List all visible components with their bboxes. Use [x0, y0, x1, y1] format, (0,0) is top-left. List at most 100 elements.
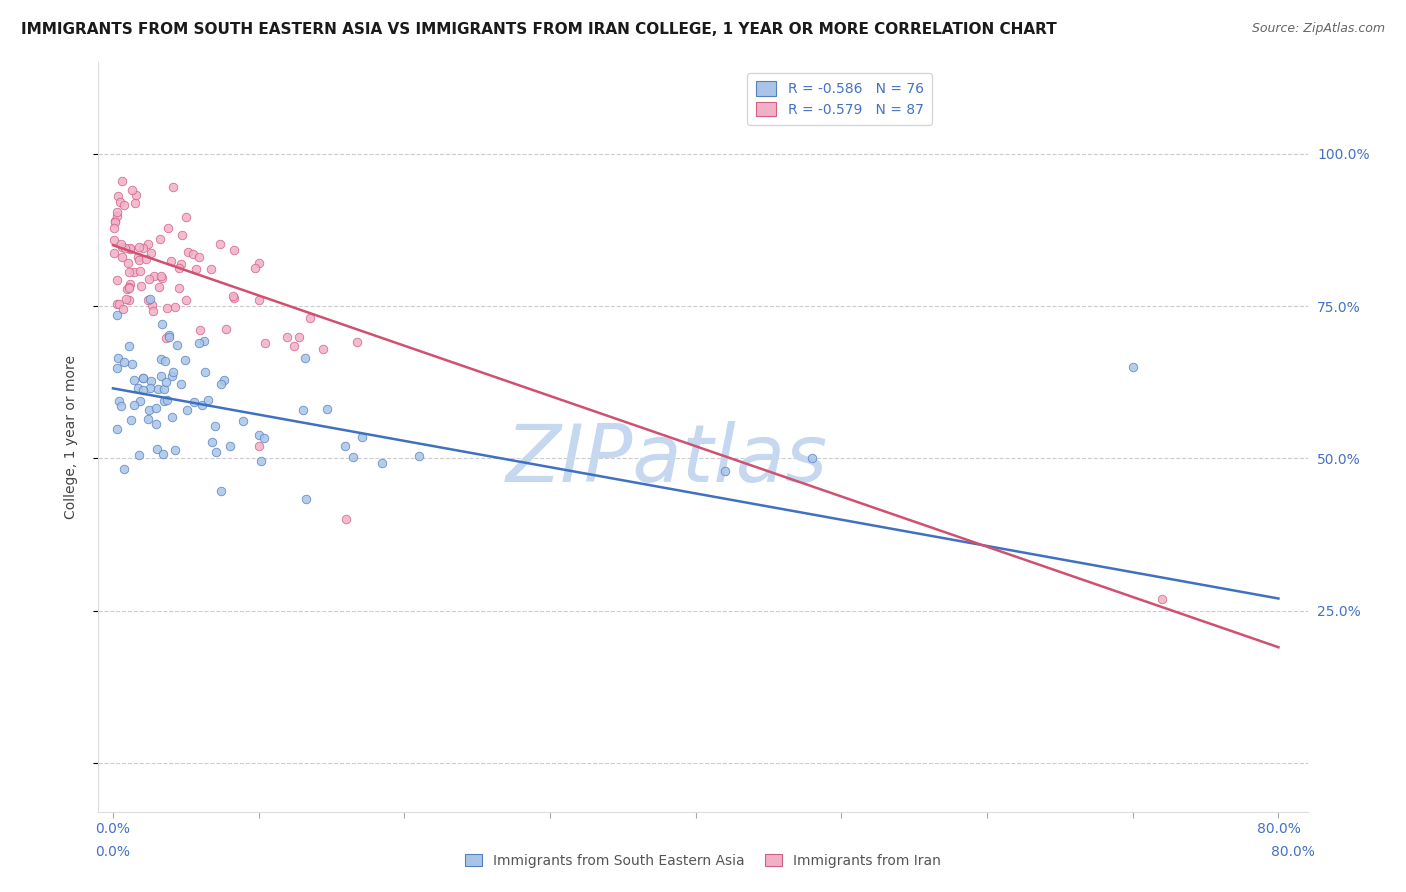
Point — [174, 210, 197, 224]
Point — [188, 250, 211, 264]
Point — [276, 329, 298, 343]
Point — [188, 323, 211, 337]
Legend: R = -0.586   N = 76, R = -0.579   N = 87: R = -0.586 N = 76, R = -0.579 N = 87 — [747, 73, 932, 125]
Point — [136, 412, 159, 426]
Point — [139, 292, 162, 306]
Point — [352, 429, 374, 443]
Point — [110, 236, 132, 251]
Point — [117, 282, 139, 296]
Point — [714, 464, 737, 478]
Point — [110, 174, 132, 188]
Point — [283, 339, 305, 353]
Point — [157, 327, 180, 342]
Point — [128, 448, 150, 462]
Point — [121, 357, 143, 371]
Legend: Immigrants from South Eastern Asia, Immigrants from Iran: Immigrants from South Eastern Asia, Immi… — [465, 854, 941, 868]
Point — [209, 376, 232, 391]
Point — [247, 439, 270, 453]
Point — [176, 403, 198, 417]
Text: Source: ZipAtlas.com: Source: ZipAtlas.com — [1251, 22, 1385, 36]
Point — [118, 279, 141, 293]
Point — [152, 393, 174, 408]
Point — [121, 183, 143, 197]
Point — [294, 491, 316, 506]
Point — [169, 260, 191, 275]
Point — [156, 393, 179, 408]
Point — [153, 353, 176, 368]
Point — [197, 392, 219, 407]
Point — [190, 398, 212, 412]
Point — [141, 297, 163, 311]
Point — [108, 195, 131, 210]
Point — [105, 272, 128, 286]
Point — [232, 414, 254, 428]
Point — [408, 450, 430, 464]
Point — [118, 264, 141, 278]
Point — [298, 311, 321, 326]
Point — [162, 410, 184, 425]
Point — [253, 431, 276, 445]
Point — [160, 254, 183, 268]
Point — [170, 376, 193, 391]
Point — [212, 373, 235, 387]
Point — [145, 401, 167, 416]
Point — [247, 293, 270, 308]
Text: 0.0%: 0.0% — [96, 845, 131, 859]
Point — [1122, 359, 1144, 374]
Point — [222, 289, 245, 303]
Point — [104, 215, 127, 229]
Point — [118, 281, 141, 295]
Point — [107, 188, 129, 202]
Point — [174, 293, 197, 307]
Point — [110, 400, 132, 414]
Point — [120, 413, 142, 427]
Point — [132, 371, 155, 385]
Point — [128, 240, 150, 254]
Point — [335, 439, 357, 453]
Point — [200, 262, 222, 277]
Text: ZIPatlas: ZIPatlas — [506, 420, 828, 499]
Point — [201, 435, 224, 450]
Point — [253, 335, 276, 350]
Point — [132, 241, 155, 255]
Point — [138, 402, 160, 417]
Point — [193, 334, 215, 348]
Point — [169, 281, 191, 295]
Point — [149, 232, 172, 246]
Point — [288, 330, 311, 344]
Point — [150, 317, 173, 331]
Point — [187, 336, 209, 351]
Point — [111, 240, 134, 254]
Point — [143, 269, 166, 284]
Text: IMMIGRANTS FROM SOUTH EASTERN ASIA VS IMMIGRANTS FROM IRAN COLLEGE, 1 YEAR OR MO: IMMIGRANTS FROM SOUTH EASTERN ASIA VS IM… — [21, 22, 1057, 37]
Text: 80.0%: 80.0% — [1271, 845, 1315, 859]
Point — [105, 204, 128, 219]
Point — [150, 268, 173, 283]
Point — [186, 262, 208, 277]
Point — [146, 442, 169, 456]
Point — [174, 353, 197, 368]
Point — [131, 371, 153, 385]
Point — [146, 382, 169, 396]
Point — [156, 301, 179, 315]
Point — [222, 243, 245, 257]
Point — [129, 394, 152, 409]
Point — [219, 439, 242, 453]
Point — [311, 342, 333, 356]
Point — [194, 365, 217, 379]
Point — [169, 257, 191, 271]
Point — [247, 256, 270, 270]
Point — [204, 419, 226, 434]
Point — [342, 450, 364, 464]
Point — [105, 361, 128, 376]
Point — [124, 196, 146, 211]
Point — [103, 221, 125, 235]
Point — [103, 233, 125, 247]
Point — [801, 451, 824, 466]
Point — [142, 304, 165, 318]
Point — [117, 256, 139, 270]
Point — [166, 337, 188, 351]
Point — [136, 236, 159, 251]
Point — [370, 456, 392, 470]
Point — [105, 209, 128, 223]
